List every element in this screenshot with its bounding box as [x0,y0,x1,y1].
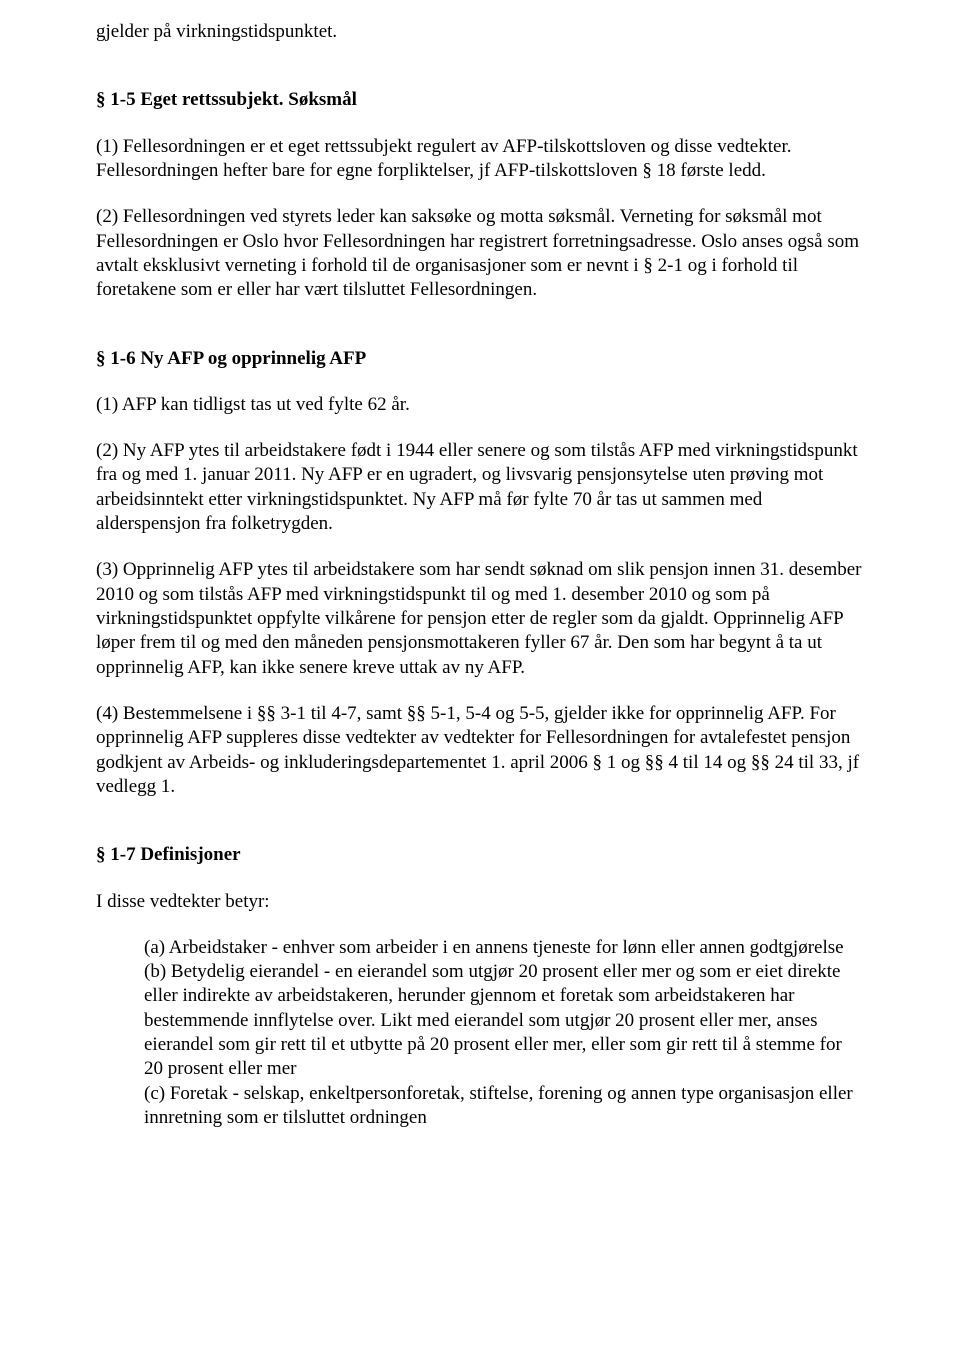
definition-b: (b) Betydelig eierandel - en eierandel s… [144,960,864,1082]
paragraph-1-6-3: (3) Opprinnelig AFP ytes til arbeidstake… [96,558,864,680]
paragraph-1-7-intro: I disse vedtekter betyr: [96,890,864,914]
paragraph-1-5-2: (2) Fellesordningen ved styrets leder ka… [96,205,864,302]
paragraph-1-6-4: (4) Bestemmelsene i §§ 3-1 til 4-7, samt… [96,702,864,799]
definition-a: (a) Arbeidstaker - enhver som arbeider i… [144,936,864,960]
paragraph-1-6-1: (1) AFP kan tidligst tas ut ved fylte 62… [96,393,864,417]
paragraph-1-6-2: (2) Ny AFP ytes til arbeidstakere født i… [96,439,864,536]
definition-c: (c) Foretak - selskap, enkeltpersonforet… [144,1082,864,1131]
section-heading-1-6: § 1-6 Ny AFP og opprinnelig AFP [96,347,864,371]
section-heading-1-5: § 1-5 Eget rettssubjekt. Søksmål [96,88,864,112]
definition-list: (a) Arbeidstaker - enhver som arbeider i… [96,936,864,1131]
paragraph-continuation: gjelder på virkningstidspunktet. [96,20,864,44]
paragraph-1-5-1: (1) Fellesordningen er et eget rettssubj… [96,135,864,184]
section-heading-1-7: § 1-7 Definisjoner [96,843,864,867]
document-page: gjelder på virkningstidspunktet. § 1-5 E… [0,0,960,1178]
